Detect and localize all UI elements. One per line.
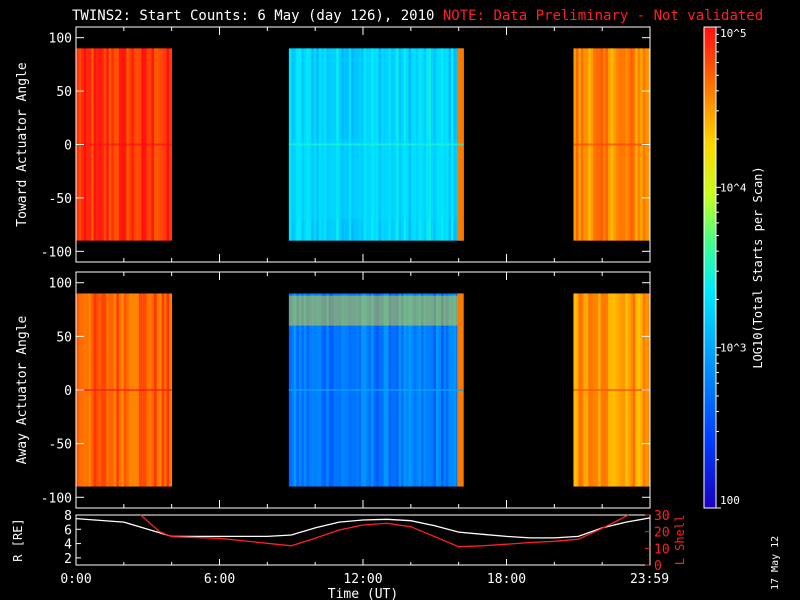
heatmap-0-ytick-label-2: 0: [64, 139, 72, 154]
heatmap-0-ytick-label-0: 100: [49, 32, 72, 47]
orbit-ytick-left-label-3: 2: [64, 552, 72, 567]
orbit-ytick-right-label-1: 20: [654, 526, 670, 541]
orbit-ylabel-left: R [RE]: [11, 518, 25, 561]
chart-title-note: NOTE: Data Preliminary - Not validated: [442, 8, 764, 24]
heatmap-0-segment-1-zero-line: [288, 143, 464, 146]
heatmap-0-segment-2-zero-line: [573, 143, 650, 146]
orbit-xtick-label-0: 0:00: [60, 572, 91, 587]
heatmap-1-segment-1-zero-line: [288, 389, 464, 391]
orbit-ytick-right-label-0: 30: [654, 509, 670, 524]
colorbar-tick-label-2: 10^3: [720, 342, 747, 355]
orbit-ytick-right-label-2: 10: [654, 542, 670, 557]
orbit-xtick-label-2: 12:00: [343, 572, 382, 587]
orbit-ytick-right-label-3: 0: [654, 559, 662, 574]
heatmap-1-ylabel: Away Actuator Angle: [15, 315, 30, 464]
orbit-xtick-label-4: 23:59: [630, 572, 669, 587]
heatmap-1-segment-2-zero-line: [573, 389, 650, 391]
orbit-panel-frame: [75, 514, 651, 566]
heatmap-1-ytick-label-0: 100: [49, 277, 72, 292]
colorbar-tick-label-1: 10^4: [720, 181, 747, 194]
orbit-ytick-left-label-1: 6: [64, 523, 72, 538]
colorbar-label: LOG10(Total Starts per Scan): [751, 166, 765, 368]
heatmap-1-ytick-label-2: 0: [64, 384, 72, 399]
colorbar: [703, 26, 717, 509]
heatmap-0-ytick-label-1: 50: [56, 85, 72, 100]
orbit-ylabel-right: L Shell: [673, 515, 687, 566]
heatmap-0-ytick-label-4: -100: [41, 245, 72, 260]
heatmap-0-ylabel: Toward Actuator Angle: [15, 62, 30, 227]
orbit-ytick-left-label-0: 8: [64, 509, 72, 524]
orbit-xtick-label-1: 6:00: [204, 572, 235, 587]
heatmap-1-ytick-label-1: 50: [56, 330, 72, 345]
date-stamp: 17 May 12: [770, 535, 781, 590]
orbit-series-radius: [75, 517, 651, 539]
chart-title: TWINS2: Start Counts: 6 May (day 126), 2…: [72, 8, 763, 24]
heatmap-1-ytick-label-4: -100: [41, 491, 72, 506]
colorbar-tick-label-3: 100: [720, 494, 740, 507]
orbit-series-lshell: [140, 514, 629, 548]
heatmap-0-ytick-label-3: -50: [49, 192, 72, 207]
heatmap-0-segment-1-band: [288, 139, 464, 220]
heatmap-1-segment-1-band: [288, 295, 464, 326]
heatmap-1-segment-0-zero-line: [76, 389, 172, 391]
heatmap-1-ytick-label-3: -50: [49, 438, 72, 453]
orbit-xlabel: Time (UT): [328, 587, 398, 600]
orbit-ytick-left-label-2: 4: [64, 538, 72, 553]
heatmap-0-segment-0-zero-line: [76, 143, 172, 146]
orbit-xtick-label-3: 18:00: [487, 572, 526, 587]
colorbar-tick-label-0: 10^5: [720, 27, 747, 40]
chart-title-main: TWINS2: Start Counts: 6 May (day 126), 2…: [72, 8, 435, 24]
